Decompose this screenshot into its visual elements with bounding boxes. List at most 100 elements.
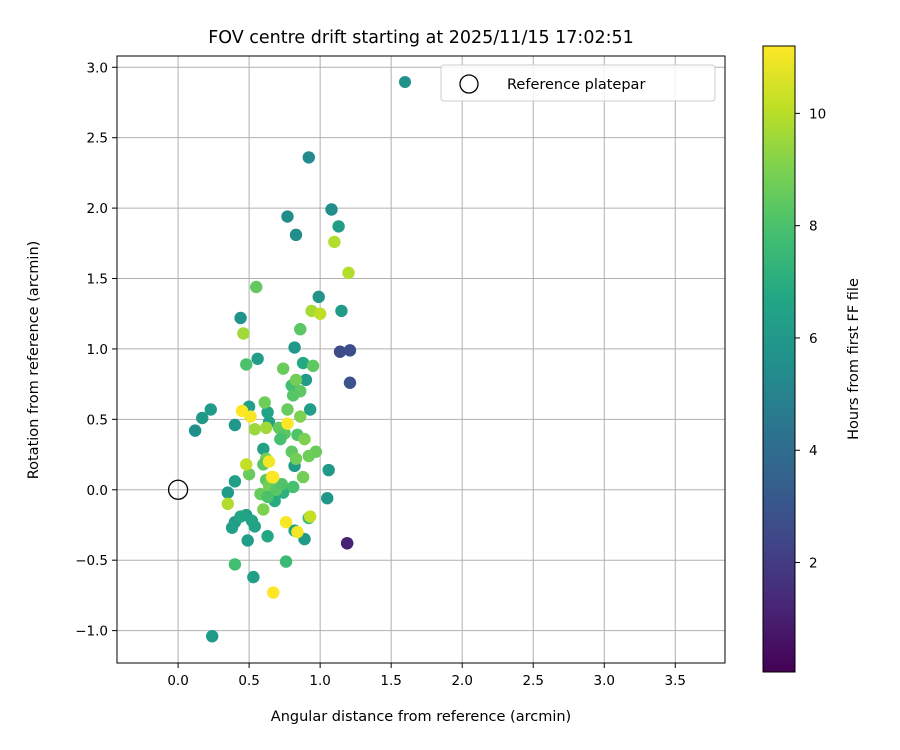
data-point	[303, 403, 317, 416]
data-point	[299, 373, 313, 387]
x-tick-label: 3.5	[665, 673, 686, 689]
data-point	[325, 203, 338, 216]
data-point	[274, 432, 287, 446]
data-point	[289, 373, 303, 387]
chart-title: FOV centre drift starting at 2025/11/15 …	[208, 28, 634, 48]
y-axis-label: Rotation from reference (arcmin)	[26, 241, 42, 480]
data-point	[281, 210, 294, 223]
legend-box	[440, 64, 716, 102]
data-point	[332, 220, 345, 233]
reference-layer	[167, 479, 189, 500]
data-point	[234, 510, 247, 523]
data-point	[322, 463, 335, 477]
data-point	[247, 570, 260, 584]
data-point	[221, 486, 235, 499]
x-tick-label: 2.5	[522, 673, 543, 689]
data-point	[267, 586, 280, 599]
data-point	[296, 356, 310, 370]
data-point	[333, 345, 347, 358]
x-tick-label: 1.0	[309, 673, 330, 689]
data-point	[205, 630, 219, 643]
data-point	[291, 525, 304, 539]
data-point	[188, 424, 202, 437]
data-point	[294, 323, 307, 336]
data-point	[248, 423, 261, 436]
data-points	[188, 151, 357, 643]
data-point	[225, 521, 239, 534]
data-point	[340, 537, 354, 550]
data-point	[286, 389, 300, 402]
data-point	[296, 470, 310, 484]
data-point	[237, 327, 250, 340]
data-point	[240, 358, 253, 371]
data-point	[228, 475, 242, 488]
data-point	[242, 468, 256, 481]
legend-marker-reference	[459, 74, 479, 94]
y-tick-label: 0.0	[87, 483, 108, 499]
data-point	[228, 558, 242, 571]
data-point	[241, 534, 254, 547]
data-point	[234, 311, 247, 325]
colorbar-gradient	[763, 46, 795, 672]
data-point	[262, 455, 276, 468]
y-tick-label: −0.5	[75, 553, 108, 569]
data-point	[298, 432, 311, 446]
data-point	[204, 403, 217, 416]
y-tick-label: 2.0	[87, 201, 108, 217]
data-point	[261, 406, 274, 419]
colorbar-frame	[762, 45, 796, 673]
data-point	[261, 490, 274, 504]
y-tick-label: 3.0	[87, 60, 108, 76]
y-tick-label: −1.0	[75, 624, 108, 640]
data-point	[328, 235, 341, 249]
data-point	[342, 266, 355, 280]
data-point	[261, 530, 274, 543]
data-point	[267, 470, 280, 484]
data-point	[313, 307, 327, 320]
colorbar-label: Hours from first FF file	[846, 278, 862, 440]
x-tick-label: 3.0	[594, 673, 615, 689]
data-point	[302, 449, 315, 463]
data-point	[343, 344, 357, 357]
data-point	[321, 492, 334, 505]
data-point	[343, 376, 357, 389]
data-point	[281, 403, 294, 416]
grid	[117, 56, 725, 663]
data-point	[335, 304, 348, 318]
data-point	[196, 411, 209, 425]
data-point	[257, 503, 270, 516]
data-point	[257, 442, 270, 456]
data-point	[289, 228, 303, 242]
data-point	[279, 515, 293, 529]
data-point	[279, 555, 293, 568]
x-tick-label: 2.0	[451, 673, 472, 689]
data-point	[248, 520, 261, 533]
legend-label-reference: Reference platepar	[507, 77, 645, 93]
data-point	[228, 418, 242, 432]
data-point	[259, 421, 273, 435]
y-tick-label: 0.5	[87, 412, 108, 428]
colorbar-tick-label: 4	[809, 443, 818, 459]
data-point	[275, 477, 288, 491]
data-point	[306, 359, 320, 373]
data-point	[250, 280, 263, 294]
colorbar-tick-label: 2	[809, 556, 818, 572]
x-tick-label: 1.5	[380, 673, 401, 689]
plot-frame	[116, 55, 726, 664]
data-point	[302, 151, 315, 164]
x-tick-label: 0.0	[167, 673, 188, 689]
x-tick-label: 0.5	[238, 673, 259, 689]
data-point	[258, 396, 271, 409]
colorbar-ticks: 2 4 6 8 10	[795, 106, 826, 572]
data-point	[277, 362, 290, 375]
colorbar-tick-label: 8	[809, 219, 818, 235]
data-point	[251, 352, 264, 365]
legend-marker-drift	[399, 76, 411, 88]
data-point	[288, 341, 301, 354]
colorbar-tick-label: 10	[809, 106, 826, 122]
x-axis-label: Angular distance from reference (arcmin)	[271, 709, 571, 725]
y-tick-label: 1.0	[87, 342, 108, 358]
data-point	[303, 510, 317, 523]
data-point	[244, 410, 257, 423]
